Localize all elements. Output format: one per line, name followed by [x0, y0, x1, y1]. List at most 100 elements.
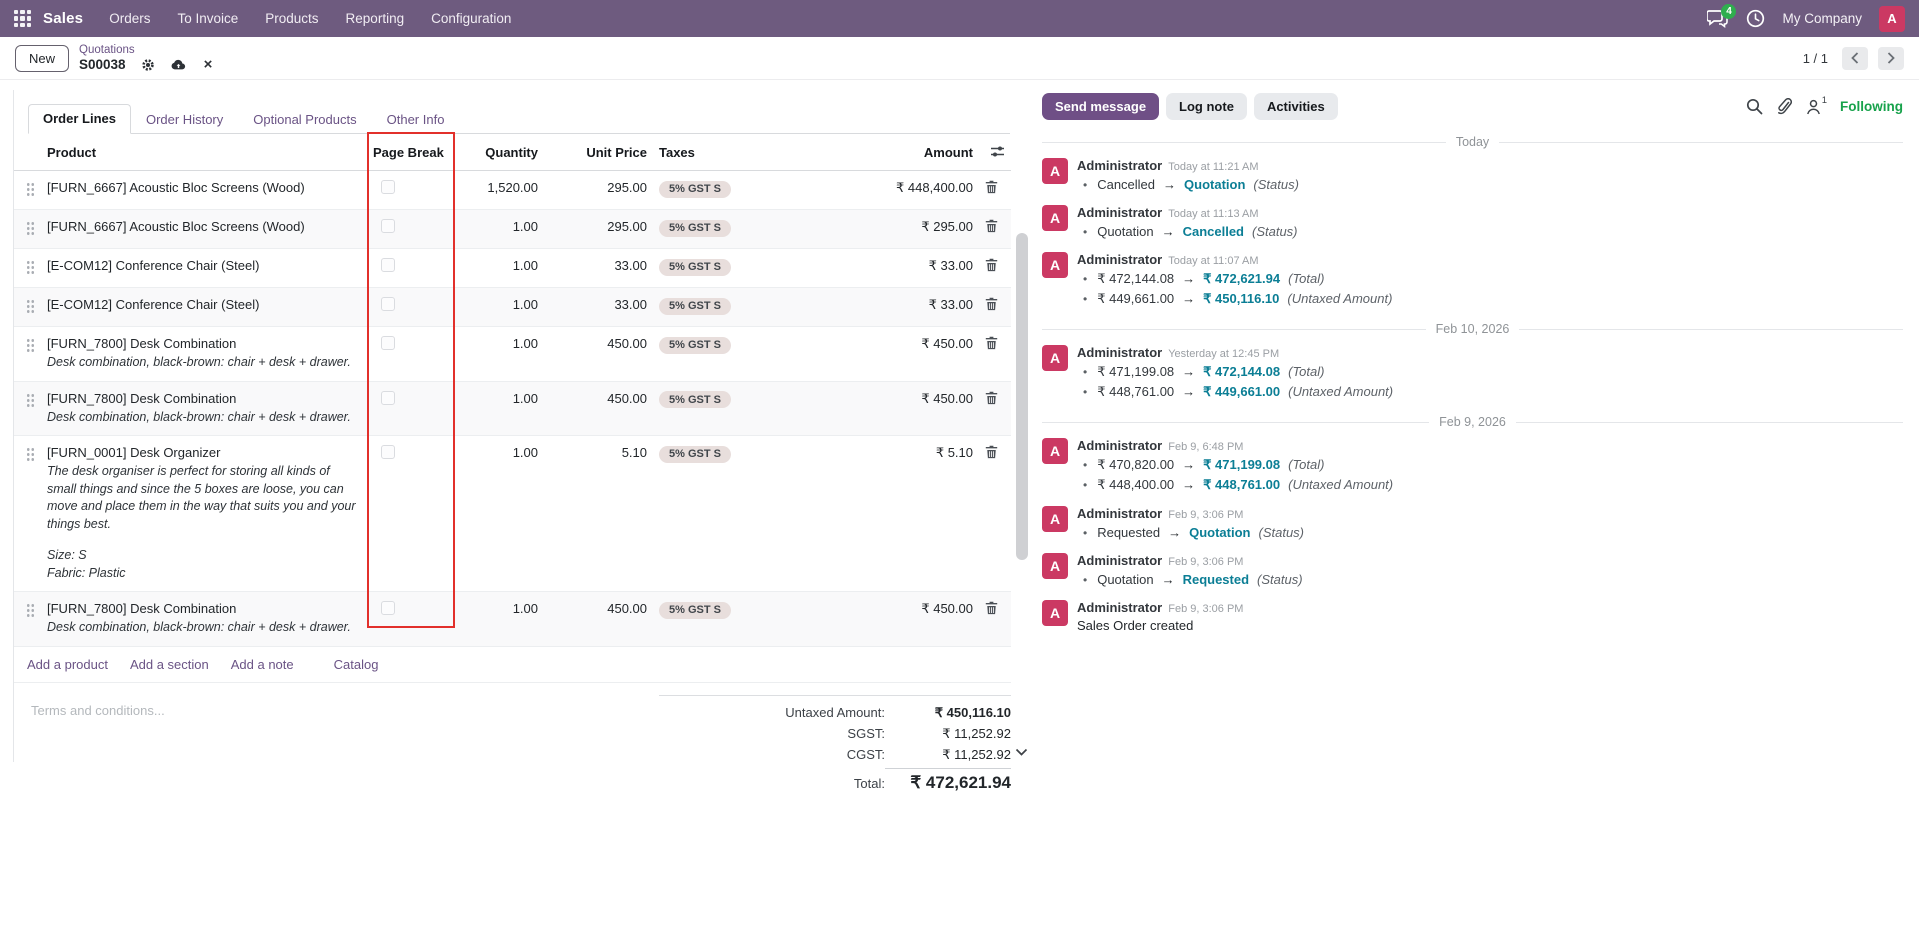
order-line-row[interactable]: [FURN_7800] Desk Combination Desk combin… — [14, 381, 1011, 436]
column-quantity[interactable]: Quantity — [456, 134, 544, 171]
quantity-cell[interactable]: 1.00 — [456, 287, 544, 327]
terms-input[interactable]: Terms and conditions... — [31, 702, 165, 718]
page-break-checkbox[interactable] — [381, 180, 395, 194]
product-description[interactable]: Desk combination, black-brown: chair + d… — [47, 409, 351, 424]
column-taxes[interactable]: Taxes — [653, 134, 863, 171]
message-avatar[interactable]: A — [1042, 345, 1068, 371]
quantity-cell[interactable]: 1.00 — [456, 326, 544, 382]
quantity-cell[interactable]: 1.00 — [456, 591, 544, 647]
catalog-link[interactable]: Catalog — [333, 656, 379, 672]
log-note-button[interactable]: Log note — [1166, 93, 1247, 120]
product-name[interactable]: [FURN_7800] Desk Combination — [47, 336, 237, 351]
following-button[interactable]: Following — [1840, 99, 1903, 114]
menu-configuration[interactable]: Configuration — [431, 11, 512, 26]
message-avatar[interactable]: A — [1042, 205, 1068, 231]
settings-gear-icon[interactable] — [141, 57, 156, 72]
order-line-row[interactable]: [E-COM12] Conference Chair (Steel) 1.00 … — [14, 248, 1011, 288]
unit-price-cell[interactable]: 5.10 — [544, 435, 653, 592]
search-messages-icon[interactable] — [1746, 98, 1763, 115]
tab-optional-products[interactable]: Optional Products — [253, 112, 357, 127]
app-name[interactable]: Sales — [43, 10, 84, 27]
user-avatar[interactable]: A — [1879, 5, 1905, 32]
message-author[interactable]: Administrator — [1077, 553, 1163, 568]
page-break-checkbox[interactable] — [381, 297, 395, 311]
tax-tag[interactable]: 5% GST S — [659, 445, 731, 463]
delete-line-icon[interactable] — [985, 445, 998, 462]
unit-price-cell[interactable]: 450.00 — [544, 381, 653, 436]
scroll-down-icon[interactable] — [1015, 744, 1028, 759]
column-unit-price[interactable]: Unit Price — [544, 134, 653, 171]
scrollbar-thumb[interactable] — [1016, 233, 1028, 560]
page-break-checkbox[interactable] — [381, 258, 395, 272]
tab-order-history[interactable]: Order History — [145, 112, 224, 127]
discard-icon[interactable]: × — [203, 56, 213, 74]
drag-handle-icon[interactable] — [26, 260, 35, 275]
activities-button[interactable]: Activities — [1253, 93, 1338, 120]
page-break-checkbox[interactable] — [381, 390, 395, 405]
unit-price-cell[interactable]: 450.00 — [544, 591, 653, 647]
column-options-icon[interactable] — [990, 145, 1005, 161]
product-description[interactable]: Desk combination, black-brown: chair + d… — [47, 355, 351, 369]
breadcrumb-parent[interactable]: Quotations — [79, 43, 135, 56]
tab-order-lines[interactable]: Order Lines — [28, 104, 131, 134]
product-description[interactable]: The desk organiser is perfect for storin… — [47, 464, 356, 580]
menu-products[interactable]: Products — [265, 11, 319, 26]
message-author[interactable]: Administrator — [1077, 506, 1163, 521]
tax-tag[interactable]: 5% GST S — [659, 297, 731, 315]
column-amount[interactable]: Amount — [863, 134, 979, 171]
drag-handle-icon[interactable] — [26, 603, 35, 618]
order-line-row[interactable]: [FURN_7800] Desk Combination Desk combin… — [14, 326, 1011, 382]
messages-icon[interactable]: 4 — [1706, 3, 1737, 29]
delete-line-icon[interactable] — [985, 391, 998, 408]
message-avatar[interactable]: A — [1042, 553, 1068, 579]
add-a-section-link[interactable]: Add a section — [129, 656, 209, 672]
order-line-row[interactable]: [E-COM12] Conference Chair (Steel) 1.00 … — [14, 287, 1011, 327]
unit-price-cell[interactable]: 295.00 — [544, 170, 653, 210]
product-name[interactable]: [E-COM12] Conference Chair (Steel) — [47, 258, 260, 273]
page-break-checkbox[interactable] — [381, 336, 395, 350]
product-description[interactable]: Desk combination, black-brown: chair + d… — [47, 620, 351, 634]
message-avatar[interactable]: A — [1042, 600, 1068, 626]
unit-price-cell[interactable]: 295.00 — [544, 209, 653, 249]
drag-handle-icon[interactable] — [26, 392, 35, 408]
order-line-row[interactable]: [FURN_6667] Acoustic Bloc Screens (Wood)… — [14, 209, 1011, 249]
new-button[interactable]: New — [15, 44, 70, 72]
add-a-note-link[interactable]: Add a note — [230, 656, 294, 672]
menu-to-invoice[interactable]: To Invoice — [177, 11, 239, 26]
activities-clock-icon[interactable] — [1746, 9, 1765, 28]
drag-handle-icon[interactable] — [26, 447, 35, 462]
product-name[interactable]: [FURN_6667] Acoustic Bloc Screens (Wood) — [47, 219, 305, 234]
column-page-break[interactable]: Page Break — [367, 134, 456, 171]
pager-next-button[interactable] — [1878, 46, 1904, 70]
message-avatar[interactable]: A — [1042, 506, 1068, 532]
delete-line-icon[interactable] — [985, 180, 998, 197]
delete-line-icon[interactable] — [985, 601, 998, 618]
order-line-row[interactable]: [FURN_0001] Desk Organizer The desk orga… — [14, 435, 1011, 592]
drag-handle-icon[interactable] — [26, 338, 35, 353]
order-line-row[interactable]: [FURN_6667] Acoustic Bloc Screens (Wood)… — [14, 170, 1011, 210]
quantity-cell[interactable]: 1.00 — [456, 381, 544, 436]
product-name[interactable]: [FURN_7800] Desk Combination — [47, 390, 237, 406]
message-avatar[interactable]: A — [1042, 438, 1068, 464]
message-author[interactable]: Administrator — [1077, 252, 1163, 267]
tab-other-info[interactable]: Other Info — [386, 112, 445, 127]
quantity-cell[interactable]: 1,520.00 — [456, 170, 544, 210]
tax-tag[interactable]: 5% GST S — [659, 391, 731, 408]
product-name[interactable]: [FURN_7800] Desk Combination — [47, 601, 237, 616]
page-break-checkbox[interactable] — [381, 445, 395, 459]
menu-orders[interactable]: Orders — [109, 11, 151, 26]
delete-line-icon[interactable] — [985, 336, 998, 353]
quantity-cell[interactable]: 1.00 — [456, 209, 544, 249]
message-avatar[interactable]: A — [1042, 252, 1068, 278]
tax-tag[interactable]: 5% GST S — [659, 258, 731, 276]
column-product[interactable]: Product — [41, 134, 367, 171]
delete-line-icon[interactable] — [985, 297, 998, 314]
quantity-cell[interactable]: 1.00 — [456, 248, 544, 288]
unit-price-cell[interactable]: 33.00 — [544, 287, 653, 327]
page-break-checkbox[interactable] — [381, 601, 395, 615]
save-cloud-icon[interactable] — [171, 57, 186, 72]
product-name[interactable]: [FURN_0001] Desk Organizer — [47, 445, 221, 460]
message-avatar[interactable]: A — [1042, 158, 1068, 184]
tax-tag[interactable]: 5% GST S — [659, 601, 731, 619]
page-break-checkbox[interactable] — [381, 219, 395, 233]
